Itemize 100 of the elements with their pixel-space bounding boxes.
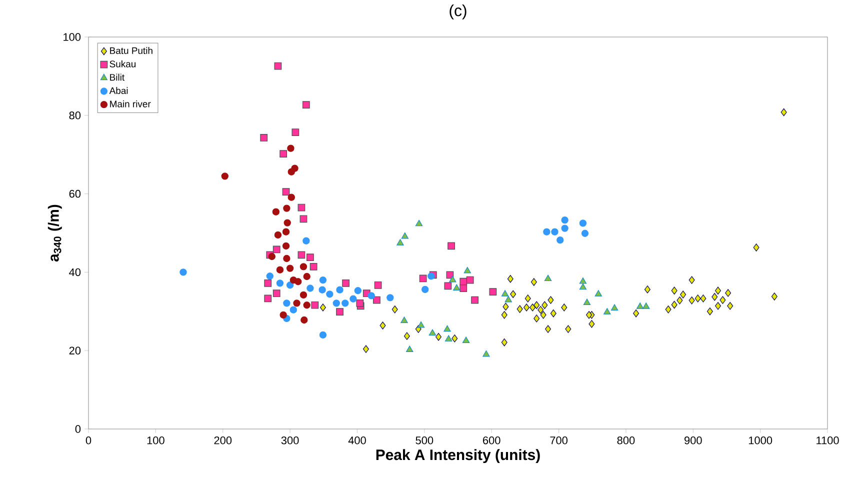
point xyxy=(276,266,284,274)
point xyxy=(298,204,306,212)
point xyxy=(302,237,310,244)
point xyxy=(504,296,512,302)
point xyxy=(286,264,294,272)
point xyxy=(300,291,308,299)
point xyxy=(374,281,382,289)
point xyxy=(318,286,326,294)
point xyxy=(336,308,344,316)
point xyxy=(444,325,451,332)
point xyxy=(368,292,375,300)
point xyxy=(290,306,297,314)
point xyxy=(401,232,409,239)
point xyxy=(298,251,306,259)
y-tick-label: 60 xyxy=(69,190,81,198)
y-tick-label: 80 xyxy=(69,112,81,120)
point xyxy=(274,231,282,239)
point xyxy=(380,322,386,330)
point xyxy=(579,220,587,227)
point xyxy=(310,263,318,270)
point xyxy=(642,302,650,309)
point xyxy=(556,236,564,244)
x-tick-label: 1000 xyxy=(748,436,772,444)
point xyxy=(400,316,408,323)
point xyxy=(288,168,295,176)
y-tick-label: 0 xyxy=(75,425,81,433)
point xyxy=(287,144,294,152)
point xyxy=(274,62,282,70)
point xyxy=(332,300,340,307)
point xyxy=(534,301,540,310)
y-tick-label: 40 xyxy=(69,268,81,276)
point xyxy=(415,325,422,333)
point xyxy=(303,302,310,309)
x-tick-label: 400 xyxy=(348,436,366,444)
point xyxy=(288,194,295,201)
point xyxy=(466,276,474,284)
point xyxy=(452,334,458,342)
point xyxy=(545,325,552,333)
point xyxy=(471,296,478,304)
legend-label: Bilit xyxy=(110,74,124,81)
point xyxy=(319,331,327,339)
point xyxy=(671,286,678,295)
point xyxy=(286,282,294,289)
point xyxy=(671,300,678,309)
point xyxy=(300,316,308,324)
point xyxy=(464,266,471,274)
x-tick-label: 700 xyxy=(550,436,568,444)
point xyxy=(276,280,284,287)
point xyxy=(551,228,558,236)
point xyxy=(676,296,683,304)
point xyxy=(706,308,713,316)
point xyxy=(326,290,334,298)
point xyxy=(548,296,554,304)
point xyxy=(565,325,572,333)
point xyxy=(588,320,595,328)
point xyxy=(445,335,452,342)
point xyxy=(725,289,732,297)
point xyxy=(460,284,468,292)
point xyxy=(264,279,272,287)
point xyxy=(446,271,454,279)
point xyxy=(780,108,787,116)
point xyxy=(221,172,228,180)
point xyxy=(594,290,602,296)
point xyxy=(583,298,591,305)
point xyxy=(542,301,548,310)
point xyxy=(501,338,508,346)
point xyxy=(306,284,314,292)
point xyxy=(362,345,369,353)
point xyxy=(604,308,611,314)
x-tick-label: 600 xyxy=(483,436,500,444)
point xyxy=(283,300,290,307)
point xyxy=(507,274,514,283)
point xyxy=(264,294,272,302)
point xyxy=(534,314,540,322)
point xyxy=(280,311,287,319)
point xyxy=(293,300,300,307)
point xyxy=(300,263,308,270)
point xyxy=(319,276,327,284)
point xyxy=(373,296,380,304)
point xyxy=(720,296,726,304)
point xyxy=(688,276,695,284)
point xyxy=(180,268,187,276)
point xyxy=(354,287,362,294)
point xyxy=(404,332,410,340)
point xyxy=(306,254,314,261)
point xyxy=(320,304,326,312)
y-tick-label: 20 xyxy=(69,346,81,354)
point xyxy=(688,296,695,304)
point xyxy=(665,306,672,314)
point xyxy=(449,276,456,282)
point xyxy=(524,304,530,312)
point xyxy=(586,311,592,319)
point xyxy=(282,188,290,196)
legend-label: Main river xyxy=(110,100,151,108)
point xyxy=(530,304,536,312)
point xyxy=(680,290,686,298)
point xyxy=(280,150,288,158)
point xyxy=(396,239,404,246)
point xyxy=(417,321,425,328)
point xyxy=(282,228,290,236)
